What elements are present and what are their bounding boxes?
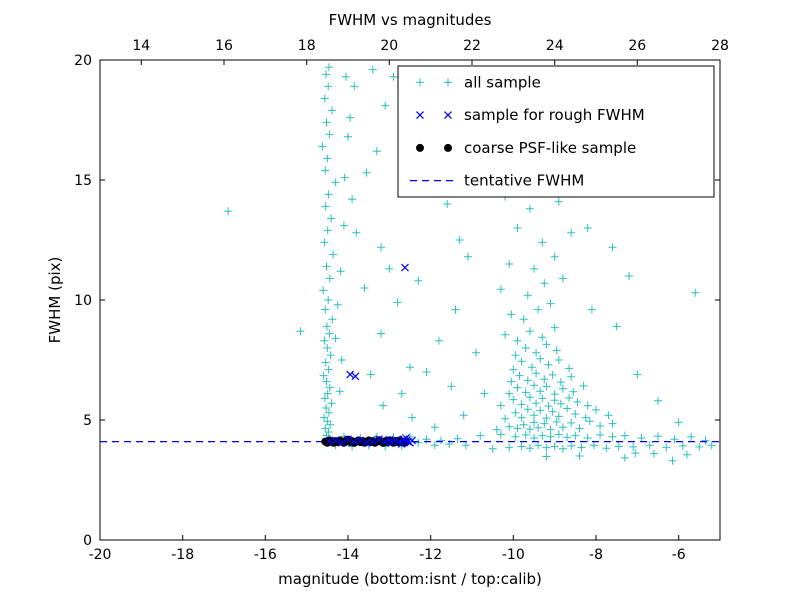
top-tick-label: 14 [132,38,150,54]
chart-title: FWHM vs magnitudes [328,11,492,29]
x-tick-label: -8 [589,547,603,563]
legend-x-marker [444,111,452,120]
legend-plus-marker [416,78,424,87]
y-tick-label: 0 [83,533,92,549]
y-tick-label: 15 [74,173,92,189]
x-tick-label: -20 [89,547,112,563]
legend-label: tentative FWHM [464,172,584,190]
legend-entry-all-sample: all sample [416,73,541,91]
legend-box [397,65,715,198]
y-tick-label: 20 [74,53,92,69]
plot-border [99,59,721,541]
top-axis-ticks: 14 16 18 20 22 24 26 28 [132,38,729,65]
y-tick-label: 5 [83,413,92,429]
x-tick-label: -10 [502,547,525,563]
legend-dot-marker [444,143,452,152]
x-axis-label: magnitude (bottom:isnt / top:calib) [278,570,542,588]
legend-plus-marker [444,78,452,87]
top-tick-label: 20 [380,38,398,54]
legend: all sample sample for rough FWHM coarse PS… [397,65,715,198]
y-tick-label: 10 [74,293,92,309]
top-tick-label: 16 [215,38,233,54]
top-tick-label: 28 [711,38,729,54]
series-all-sample [224,63,716,465]
legend-label: coarse PSF-like sample [464,139,636,157]
x-axis-ticks: -20 -18 -16 -14 -12 -10 -8 -6 [89,535,686,563]
x-tick-label: -16 [254,547,277,563]
x-tick-label: -18 [171,547,194,563]
legend-x-marker [416,111,424,120]
top-tick-label: 24 [546,38,564,54]
legend-entry-sample-for-rough-fwhm: sample for rough FWHM [416,106,645,124]
x-tick-label: -12 [419,547,442,563]
series-sample-for-rough-fwhm [325,263,417,448]
legend-entry-tentative-fwhm: tentative FWHM [410,172,584,190]
y-axis-ticks: 0 5 10 15 20 [74,53,720,549]
top-tick-label: 26 [628,38,646,54]
top-tick-label: 18 [298,38,316,54]
legend-label: sample for rough FWHM [464,106,645,124]
legend-dot-marker [416,143,424,152]
legend-entry-coarse-psf-like-sample: coarse PSF-like sample [416,139,636,157]
y-axis-label: FWHM (pix) [46,256,64,344]
x-tick-label: -6 [672,547,686,563]
top-tick-label: 22 [463,38,481,54]
legend-label: all sample [464,73,541,91]
x-tick-label: -14 [337,547,360,563]
